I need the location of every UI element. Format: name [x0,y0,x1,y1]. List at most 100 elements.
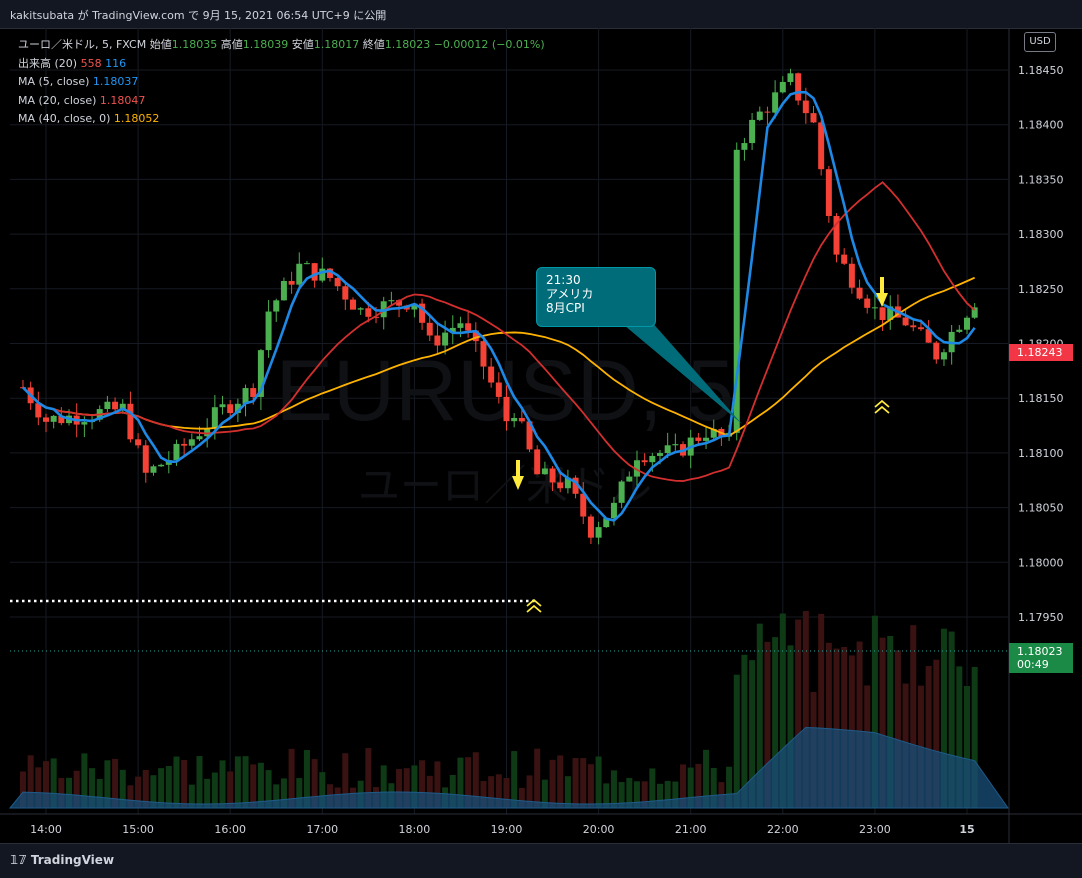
candle-body [449,327,456,333]
tradingview-logo[interactable]: 𝟙𝟟 TradingView [10,853,114,867]
candle-body [626,476,633,482]
volume-bar [933,659,940,808]
volume-bar [503,778,510,808]
volume-bar [710,767,717,808]
volume-bar [618,782,625,808]
current-price-tag: 1.18243 [1009,344,1073,361]
price-tick-label: 1.18100 [1018,447,1064,460]
volume-bar [365,748,372,808]
volume-bar [35,767,42,808]
volume-bar [518,787,525,808]
candle-body [380,301,387,318]
price-tick-label: 1.18050 [1018,502,1064,515]
candle-body [81,422,88,425]
candle-body [511,417,518,422]
volume-bar [641,781,648,808]
volume-bar [587,764,594,808]
candle-body [158,464,165,467]
volume-bar [396,769,403,808]
volume-bar [465,757,472,808]
candle-body [457,323,464,328]
price-axis[interactable]: 1.184501.184001.183501.183001.182501.182… [1018,64,1064,624]
last-close-price: 1.18023 [1017,645,1063,658]
candle-body [173,443,180,461]
ma5-label[interactable]: MA (5, close) [18,75,90,88]
volume-bar [879,637,886,808]
volume-bar [150,775,157,808]
candle-body [871,307,878,309]
volume-bar [741,654,748,808]
candle-body [733,149,740,433]
volume-bar [695,763,702,808]
candle-body [227,404,234,414]
candle-body [741,143,748,150]
candle-body [518,417,525,422]
candle-body [280,280,287,301]
volume-bar [303,750,310,808]
candle-body [695,437,702,441]
high-label: 高値 [220,38,243,51]
arrow-down-icon [512,460,524,490]
price-chart[interactable]: EURUSD, 5 ユーロ／米ドル 1.18450 1.18400 1.18350 1… [0,28,1082,843]
volume-bar [948,631,955,808]
volume-bar [411,765,418,808]
candle-body [472,330,479,342]
time-tick-label: 21:00 [675,823,707,836]
candle-body [864,298,871,308]
candle-body [311,263,318,281]
double-chevron-up-icon [526,598,542,613]
volume-bar [595,756,602,808]
candle-body [204,428,211,437]
candle-body [818,122,825,170]
price-tick-label: 1.17950 [1018,611,1064,624]
volume-bar [779,613,786,808]
volume-value: 558 [80,56,102,70]
low-label: 安値 [291,38,314,51]
candle-body [848,263,855,288]
volume-bar [242,756,249,808]
volume-bar [649,768,656,808]
ma20-label[interactable]: MA (20, close) [18,93,97,107]
time-tick-label: 20:00 [583,823,615,836]
candle-body [657,453,663,456]
volume-label[interactable]: 出来高 (20) [18,56,78,70]
volume-bar [196,756,203,808]
candle-body [572,477,579,494]
candle-body [940,352,947,360]
time-tick-label: 22:00 [767,823,799,836]
candle-body [610,502,617,519]
cpi-callout[interactable]: 21:30 アメリカ 8月CPI [536,267,656,327]
symbol-label[interactable]: ユーロ／米ドル, 5, FXCM [18,38,147,51]
candle-body [419,303,426,323]
time-axis[interactable]: 14:00 15:00 16:00 17:00 18:00 19:00 20:00 21:00… [30,823,975,836]
volume-bar [964,685,970,808]
volume-bar [940,628,947,808]
currency-button[interactable]: USD [1024,32,1056,52]
volume-bar [273,784,280,808]
price-tick-label: 1.18150 [1018,392,1064,405]
time-tick-label: 15 [959,823,974,836]
volume-bar [511,751,518,808]
volume-bar [526,775,533,808]
time-tick-label: 23:00 [859,823,891,836]
candle-body [526,421,533,450]
ma40-label[interactable]: MA (40, close, 0) [18,112,111,125]
volume-bar [610,770,617,808]
candle-body [188,439,195,446]
candle-body [825,169,832,216]
volume-bar [557,755,564,808]
volume-bar [633,781,640,808]
volume-bar [541,779,548,808]
volume-bar [19,771,26,808]
volume-bar [672,781,679,808]
volume-bar [165,766,172,808]
volume-bar [925,665,932,808]
volume-bar [234,756,241,808]
callout-time: 21:30 [546,273,581,287]
candle-body [925,329,932,343]
volume-ma-value: 116 [105,56,127,70]
volume-bar [534,748,541,808]
candle-body [964,317,970,330]
chart-legend: ユーロ／米ドル, 5, FXCM 始値1.18035 高値1.18039 安値1… [18,36,545,129]
candle-body [902,317,909,326]
